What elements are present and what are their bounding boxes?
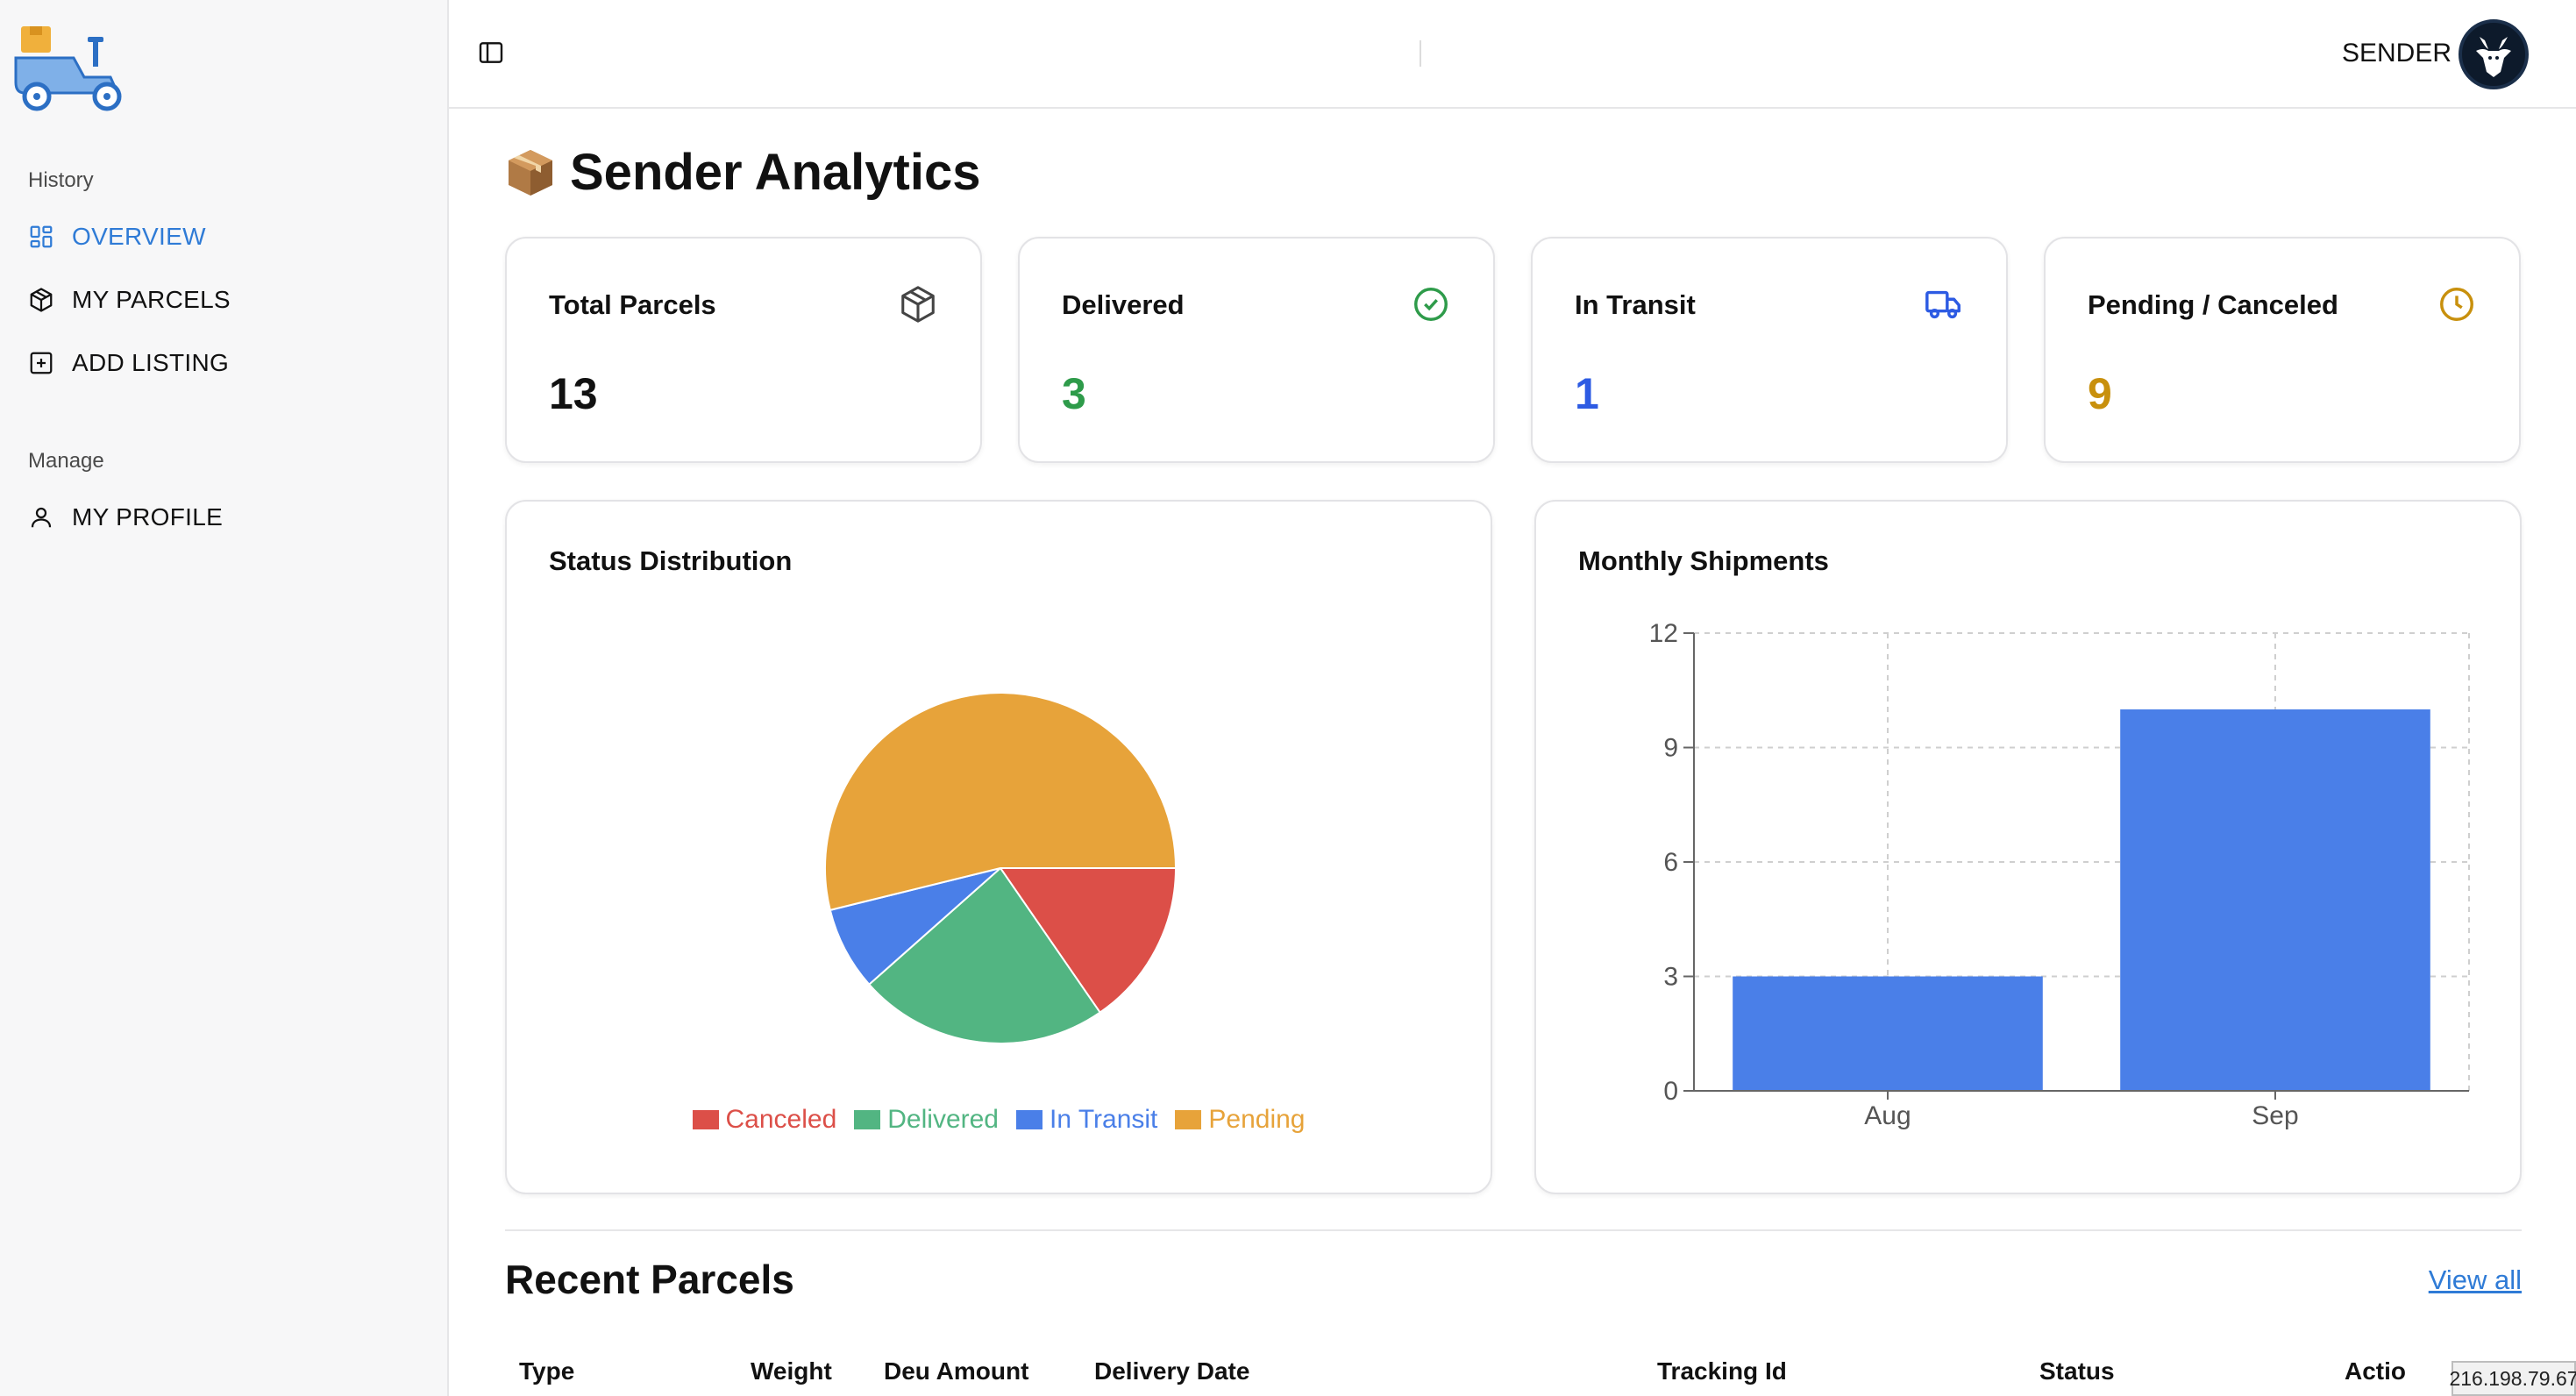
pie-slice-canceled[interactable] [999, 867, 1178, 1014]
legend-swatch [1016, 1110, 1042, 1129]
status-distribution-card: Status Distribution Canceled Delivered I… [505, 500, 1492, 1194]
column-header-tracking-id[interactable]: Tracking Id [1657, 1357, 1787, 1385]
column-header-delivery-date[interactable]: Delivery Date [1094, 1357, 1250, 1385]
pie-slice-delivered[interactable] [867, 866, 1102, 1044]
package-icon [30, 288, 53, 312]
y-tick-label: 12 [1649, 619, 1678, 648]
stat-card-in-transit: In Transit 1 [1531, 237, 2008, 463]
legend-item-pending[interactable]: Pending [1175, 1105, 1306, 1135]
stat-title: Total Parcels [549, 289, 716, 320]
page-title-text: Sender Analytics [570, 143, 981, 201]
sidebar-item-my-profile[interactable]: MY PROFILE [28, 495, 223, 540]
view-all-link[interactable]: View all [2428, 1264, 2522, 1295]
legend-label: Canceled [725, 1105, 837, 1134]
column-header-action[interactable]: Actio [2345, 1357, 2406, 1385]
column-header-due-amount[interactable]: Deu Amount [884, 1357, 1029, 1385]
user-icon [31, 507, 52, 528]
package-emoji-icon [509, 150, 552, 196]
dashboard-icon [30, 225, 53, 248]
legend-item-in-transit[interactable]: In Transit [1016, 1105, 1157, 1135]
legend-swatch [1175, 1110, 1202, 1129]
stat-card-pending-canceled: Pending / Canceled 9 [2044, 237, 2521, 463]
delivery-scooter-logo-icon[interactable] [12, 23, 130, 114]
legend-label: In Transit [1050, 1105, 1158, 1134]
legend-swatch [692, 1110, 719, 1129]
legend-item-delivered[interactable]: Delivered [854, 1105, 999, 1135]
stat-title: In Transit [1575, 289, 1696, 320]
pie-legend: Canceled Delivered In Transit Pending [507, 1105, 1491, 1135]
ip-address-badge: 216.198.79.67 [2449, 1361, 2576, 1396]
plus-square-icon [30, 352, 53, 374]
sidebar: History OVERVIEW MY PARCELS ADD LISTING … [0, 0, 449, 1396]
pie-slice-in-transit[interactable] [829, 867, 1001, 986]
recent-parcels-title: Recent Parcels [505, 1257, 794, 1302]
goat-avatar-icon [2476, 37, 2511, 77]
user-role-label: SENDER [2341, 39, 2451, 68]
truck-icon [1925, 290, 1960, 319]
check-circle-icon [1414, 288, 1448, 321]
sidebar-group-manage: Manage [28, 449, 104, 473]
stat-card-delivered: Delivered 3 [1018, 237, 1495, 463]
header-divider [1420, 40, 1421, 67]
sidebar-toggle-icon[interactable] [477, 39, 505, 67]
stat-card-total-parcels: Total Parcels 13 [505, 237, 982, 463]
column-header-weight[interactable]: Weight [751, 1357, 832, 1385]
sidebar-group-history: History [28, 168, 94, 192]
monthly-shipments-card: Monthly Shipments 0 3 6 9 12 Aug Sep [1534, 500, 2522, 1194]
box-icon [901, 286, 935, 323]
stat-value: 1 [1575, 369, 1599, 418]
y-tick-label: 0 [1663, 1077, 1678, 1106]
y-tick-label: 9 [1663, 734, 1678, 763]
column-header-type[interactable]: Type [519, 1357, 575, 1385]
x-tick-label: Sep [2252, 1101, 2298, 1130]
legend-label: Pending [1208, 1105, 1306, 1134]
section-divider [505, 1229, 2522, 1231]
monthly-bar-chart: 0 3 6 9 12 Aug Sep [1649, 619, 2470, 1130]
avatar[interactable] [2459, 19, 2529, 89]
sidebar-item-label: MY PROFILE [72, 503, 224, 531]
pie-slice-pending[interactable] [824, 692, 1178, 912]
chart-title: Monthly Shipments [1578, 545, 1829, 576]
sidebar-item-label: MY PARCELS [72, 286, 231, 313]
bar-aug[interactable] [1733, 976, 2043, 1092]
column-header-status[interactable]: Status [2039, 1357, 2115, 1385]
y-tick-label: 3 [1663, 963, 1678, 992]
bar-sep[interactable] [2120, 709, 2430, 1091]
chart-title: Status Distribution [549, 545, 793, 576]
y-tick-label: 6 [1663, 848, 1678, 877]
sidebar-item-add-listing[interactable]: ADD LISTING [28, 340, 229, 386]
sidebar-item-label: ADD LISTING [72, 349, 230, 376]
sidebar-item-label: OVERVIEW [72, 223, 206, 250]
page-title: Sender Analytics [505, 139, 980, 205]
clock-icon [2440, 288, 2473, 321]
legend-label: Delivered [887, 1105, 999, 1134]
top-header: SENDER [449, 0, 2576, 109]
stat-value: 3 [1062, 369, 1086, 418]
legend-item-canceled[interactable]: Canceled [692, 1105, 837, 1135]
stat-value: 13 [549, 369, 598, 418]
x-tick-label: Aug [1864, 1101, 1911, 1130]
stat-title: Delivered [1062, 289, 1185, 320]
sidebar-item-overview[interactable]: OVERVIEW [28, 214, 206, 260]
stat-title: Pending / Canceled [2088, 289, 2338, 320]
status-pie-chart [824, 692, 1178, 1044]
sidebar-item-my-parcels[interactable]: MY PARCELS [28, 277, 231, 323]
legend-swatch [854, 1110, 881, 1129]
stat-value: 9 [2088, 369, 2112, 418]
